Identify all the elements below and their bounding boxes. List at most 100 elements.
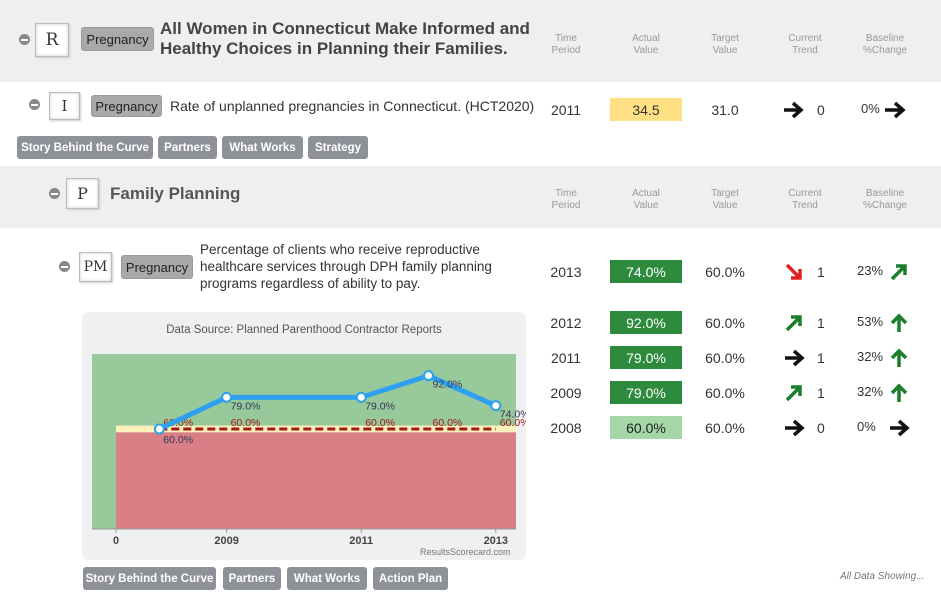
row-period: 2008 <box>550 420 582 436</box>
row-trend-count: 1 <box>817 315 825 331</box>
row-actual: 92.0% <box>610 311 682 334</box>
indicator-period: 2011 <box>550 102 582 118</box>
level-badge-result: R <box>35 23 69 57</box>
header-actual-value-2: Actual Value <box>632 188 660 211</box>
row-baseline: 0% <box>857 419 876 434</box>
indicator-partners-button[interactable]: Partners <box>158 136 217 159</box>
row-period: 2011 <box>550 350 582 366</box>
measure-partners-button[interactable]: Partners <box>223 567 281 590</box>
measure-action-plan-button[interactable]: Action Plan <box>373 567 448 590</box>
header-target-value: Target Value <box>711 33 739 56</box>
trend-icon <box>785 263 802 280</box>
measure-story-button[interactable]: Story Behind the Curve <box>83 567 216 590</box>
collapse-indicator-icon[interactable] <box>29 99 40 110</box>
all-data-showing-link[interactable]: All Data Showing... <box>840 571 925 582</box>
row-period: 2012 <box>550 315 582 331</box>
row-period: 2013 <box>550 264 582 280</box>
indicator-trend-count: 0 <box>817 102 825 118</box>
chart-x-tick-label: 0 <box>113 535 119 547</box>
row-period: 2009 <box>550 385 582 401</box>
trend-icon <box>785 419 805 437</box>
indicator-what-works-button[interactable]: What Works <box>222 136 303 159</box>
chart-band-green <box>92 354 516 426</box>
result-tag[interactable]: Pregnancy <box>81 27 154 51</box>
indicator-tag[interactable]: Pregnancy <box>91 95 162 117</box>
chart-actual-label: 92.0% <box>433 379 463 391</box>
trend-icon <box>785 315 802 332</box>
measure-tag[interactable]: Pregnancy <box>121 255 193 279</box>
chart-actual-label: 79.0% <box>231 400 261 412</box>
baseline-icon <box>890 348 908 367</box>
chart-actual-label: 74.0% <box>500 409 526 421</box>
chart-target-label: 60.0% <box>433 417 463 429</box>
measure-what-works-button[interactable]: What Works <box>287 567 367 590</box>
row-target: 60.0% <box>705 315 745 331</box>
header-time-period-2: Time Period <box>551 188 581 211</box>
baseline-icon <box>890 419 910 437</box>
trend-icon <box>785 349 805 367</box>
chart-actual-point <box>423 370 435 382</box>
indicator-strategy-button[interactable]: Strategy <box>308 136 368 159</box>
chart-target-label: 60.0% <box>231 417 261 429</box>
header-baseline-change-2: Baseline %Change <box>863 188 907 211</box>
level-badge-measure: PM <box>79 252 112 282</box>
collapse-measure-icon[interactable] <box>59 261 70 272</box>
program-row <box>0 166 941 228</box>
chart-band-red <box>116 432 516 529</box>
row-actual: 74.0% <box>610 260 682 283</box>
header-time-period: Time Period <box>551 33 581 56</box>
chart-actual-point <box>153 423 165 435</box>
row-baseline: 53% <box>857 314 884 329</box>
chart-x-tick-label: 2011 <box>349 535 373 547</box>
chart-actual-label: 79.0% <box>365 400 395 412</box>
row-actual: 79.0% <box>610 381 682 404</box>
row-target: 60.0% <box>705 420 745 436</box>
row-target: 60.0% <box>705 385 745 401</box>
chart-x-tick-label: 2013 <box>484 535 508 547</box>
row-trend-count: 1 <box>817 350 825 366</box>
program-title[interactable]: Family Planning <box>110 184 241 203</box>
measure-title[interactable]: Percentage of clients who receive reprod… <box>200 242 492 291</box>
chart-band-green-left <box>92 354 116 529</box>
result-row <box>0 0 941 82</box>
chart: 020092011201360.0%60.0%60.0%60.0%60.0%60… <box>92 354 526 547</box>
indicator-target: 31.0 <box>711 102 739 118</box>
chart-actual-point <box>490 400 502 412</box>
header-baseline-change: Baseline %Change <box>863 33 907 56</box>
row-baseline: 32% <box>857 384 884 399</box>
row-baseline: 32% <box>857 349 884 364</box>
header-current-trend: Current Trend <box>788 33 822 56</box>
baseline-icon <box>890 383 908 402</box>
chart-actual-point <box>355 391 367 403</box>
row-trend-count: 1 <box>817 264 825 280</box>
header-target-value-2: Target Value <box>711 188 739 211</box>
result-title[interactable]: All Women in Connecticut Make Informed a… <box>160 19 530 58</box>
header-current-trend-2: Current Trend <box>788 188 822 211</box>
trend-right-icon <box>784 101 804 119</box>
row-trend-count: 1 <box>817 385 825 401</box>
header-actual-value: Actual Value <box>632 33 660 56</box>
chart-x-tick-label: 2009 <box>214 535 238 547</box>
level-badge-program: P <box>66 178 99 209</box>
indicator-actual: 34.5 <box>610 98 682 121</box>
collapse-result-icon[interactable] <box>19 34 30 45</box>
collapse-program-icon[interactable] <box>49 188 60 199</box>
baseline-right-icon <box>885 101 906 119</box>
row-actual: 60.0% <box>610 416 682 439</box>
trend-icon <box>785 385 802 402</box>
row-baseline: 23% <box>857 263 884 278</box>
level-badge-indicator: I <box>49 92 80 120</box>
chart-actual-label: 60.0% <box>163 434 193 446</box>
indicator-story-button[interactable]: Story Behind the Curve <box>17 136 153 159</box>
chart-actual-point <box>221 391 233 403</box>
row-target: 60.0% <box>705 264 745 280</box>
indicator-baseline: 0% <box>861 101 880 116</box>
baseline-icon <box>890 264 907 281</box>
chart-credit: ResultsScorecard.com <box>420 547 511 557</box>
row-target: 60.0% <box>705 350 745 366</box>
indicator-title[interactable]: Rate of unplanned pregnancies in Connect… <box>170 98 535 114</box>
row-trend-count: 0 <box>817 420 825 436</box>
chart-title: Data Source: Planned Parenthood Contract… <box>166 324 442 336</box>
row-actual: 79.0% <box>610 346 682 369</box>
chart-target-label: 60.0% <box>365 417 395 429</box>
